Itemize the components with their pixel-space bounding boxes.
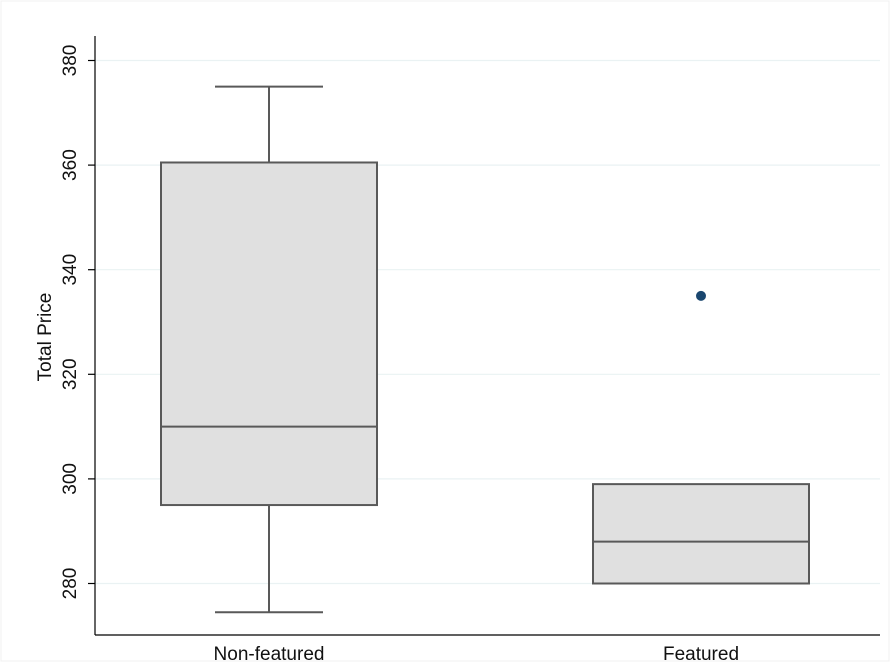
iqr-box xyxy=(160,161,378,507)
y-axis-label: Total Price xyxy=(35,293,56,382)
box-group-non-featured xyxy=(160,85,378,614)
axes: 280 300 320 340 360 380 Non-featured Featured xyxy=(60,36,880,665)
iqr-box xyxy=(592,483,810,585)
y-tick-label-380: 380 xyxy=(60,45,81,77)
boxes xyxy=(160,85,810,614)
y-tick-label-340: 340 xyxy=(60,254,81,286)
box-group-featured xyxy=(592,290,810,585)
x-category-label-featured: Featured xyxy=(663,644,739,665)
y-tick-label-300: 300 xyxy=(60,463,81,495)
outlier-point xyxy=(696,290,706,301)
x-category-label-non-featured: Non-featured xyxy=(214,644,325,665)
y-tick-label-320: 320 xyxy=(60,358,81,390)
y-tick-label-360: 360 xyxy=(60,149,81,181)
y-tick-label-280: 280 xyxy=(60,568,81,600)
